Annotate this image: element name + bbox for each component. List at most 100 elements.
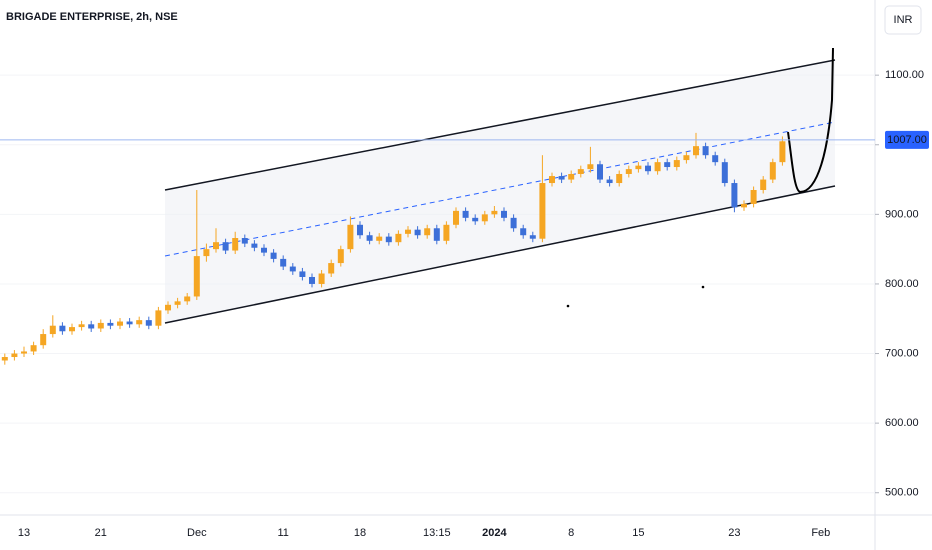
candle-body <box>270 252 277 259</box>
candle-body <box>654 162 661 172</box>
candle-body <box>11 353 18 358</box>
candle-body <box>232 238 239 251</box>
x-tick-label: Dec <box>187 527 207 539</box>
candle-body <box>347 224 354 250</box>
candle-body <box>155 310 162 326</box>
candle-body <box>587 164 594 170</box>
candle-body <box>107 322 114 326</box>
y-tick-label: 1100.00 <box>885 69 924 81</box>
last-price-tag <box>885 130 929 149</box>
y-tick-label: 900.00 <box>885 208 919 220</box>
candle-body <box>309 276 315 284</box>
channel-midline <box>164 121 836 257</box>
candle-body <box>481 214 488 222</box>
y-tick-label: 800.00 <box>885 278 919 290</box>
candle-body <box>683 155 690 161</box>
x-tick-label: 21 <box>95 527 107 539</box>
candle-body <box>165 304 171 311</box>
candle-body <box>616 173 623 184</box>
candle-body <box>184 296 191 302</box>
candle-body <box>222 242 229 251</box>
drawings <box>164 47 836 324</box>
y-tick-label: 500.00 <box>885 487 919 499</box>
candle-body <box>712 155 719 163</box>
candle-body <box>529 235 536 239</box>
candle-body <box>539 183 546 239</box>
candle-body <box>30 345 37 352</box>
candle-body <box>40 334 47 346</box>
freehand-curve <box>787 47 834 194</box>
candle-body <box>385 236 392 243</box>
candle-body <box>261 247 267 253</box>
chart-title: BRIGADE ENTERPRISE, 2h, NSE <box>6 11 178 23</box>
x-tick-label: 8 <box>568 527 574 539</box>
candle-body <box>462 210 469 218</box>
x-tick-label: 11 <box>277 527 288 539</box>
candle-body <box>405 229 411 234</box>
candle-body <box>433 228 440 241</box>
candle-body <box>126 321 133 325</box>
candle-body <box>693 146 699 156</box>
candle-body <box>491 210 498 215</box>
candle-body <box>760 179 767 190</box>
candle-body <box>203 249 210 257</box>
y-tick-label: 700.00 <box>885 347 919 359</box>
candle-body <box>501 210 507 218</box>
candle-body <box>779 141 786 163</box>
x-tick-label: 18 <box>354 527 366 539</box>
x-tick-label: 13:15 <box>423 527 451 539</box>
candle-body <box>750 189 757 204</box>
candle-body <box>577 169 584 174</box>
currency-label[interactable]: INR <box>894 14 913 26</box>
candle-body <box>136 320 143 325</box>
candle-body <box>289 266 296 272</box>
candle-body <box>49 325 56 335</box>
candle-body <box>280 258 287 267</box>
last-price-label: 1007.00 <box>887 134 927 146</box>
candle-body <box>97 322 104 329</box>
candle-body <box>395 233 402 243</box>
candle-body <box>606 179 613 184</box>
candle-body <box>251 243 258 248</box>
x-tick-label: 23 <box>728 527 740 539</box>
currency-button[interactable] <box>884 5 922 35</box>
candle-body <box>88 324 95 329</box>
candle-body <box>21 351 27 354</box>
candle-body <box>299 271 306 277</box>
candle-body <box>337 249 344 264</box>
candle-body <box>472 217 479 222</box>
x-tick-label: 2024 <box>482 527 507 539</box>
candle-body <box>59 325 66 332</box>
candle-body <box>549 176 555 184</box>
candle-body <box>376 236 383 241</box>
candle-body <box>664 162 671 168</box>
candle-body <box>328 263 335 274</box>
candle-body <box>78 324 85 328</box>
candle-body <box>721 162 728 184</box>
candle-body <box>145 320 152 326</box>
x-tick-label: Feb <box>811 527 830 539</box>
candle-body <box>645 165 651 172</box>
candle-body <box>558 176 565 180</box>
candle-body <box>366 235 373 241</box>
dot <box>566 304 570 308</box>
channel-bottom <box>164 185 836 324</box>
candle-body <box>635 165 642 170</box>
x-tick-label: 13 <box>18 527 30 539</box>
x-tick-label: 15 <box>632 527 644 539</box>
channel-top <box>164 59 836 191</box>
y-tick-label: 600.00 <box>885 417 919 429</box>
channel-fill <box>165 60 835 323</box>
candle-body <box>741 203 747 208</box>
candle-body <box>568 173 575 180</box>
candle-body <box>443 224 450 241</box>
candle-body <box>625 169 632 174</box>
candle-body <box>69 327 75 332</box>
candle-body <box>520 228 527 236</box>
candle-body <box>213 242 219 250</box>
candle-body <box>1 357 8 361</box>
candle-body <box>193 256 200 297</box>
candle-body <box>414 229 421 236</box>
